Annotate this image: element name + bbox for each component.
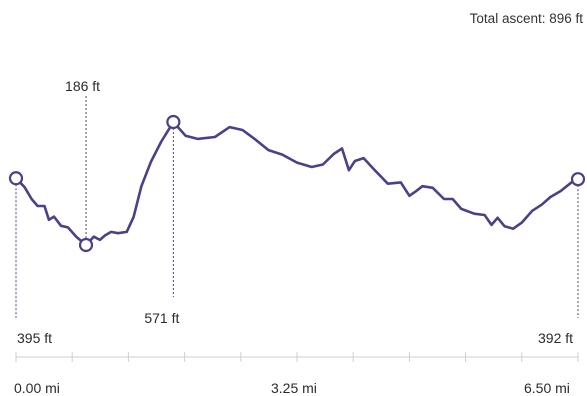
low-point-marker (78, 237, 94, 253)
x-tick-label-end: 6.50 mi (524, 380, 570, 396)
end-point-label: 392 ft (538, 330, 574, 346)
end-point-marker (570, 172, 586, 187)
elevation-line (14, 120, 580, 247)
x-tick-label-start: 0.00 mi (14, 380, 60, 396)
high-point-label: 571 ft (144, 310, 180, 326)
start-point-marker (8, 171, 24, 186)
x-tick-label-mid: 3.25 mi (271, 380, 317, 396)
low-point-label: 186 ft (65, 78, 101, 94)
total-ascent-label: Total ascent: 896 ft (469, 11, 583, 26)
start-point-label: 395 ft (17, 330, 53, 346)
high-point-marker (166, 114, 181, 130)
